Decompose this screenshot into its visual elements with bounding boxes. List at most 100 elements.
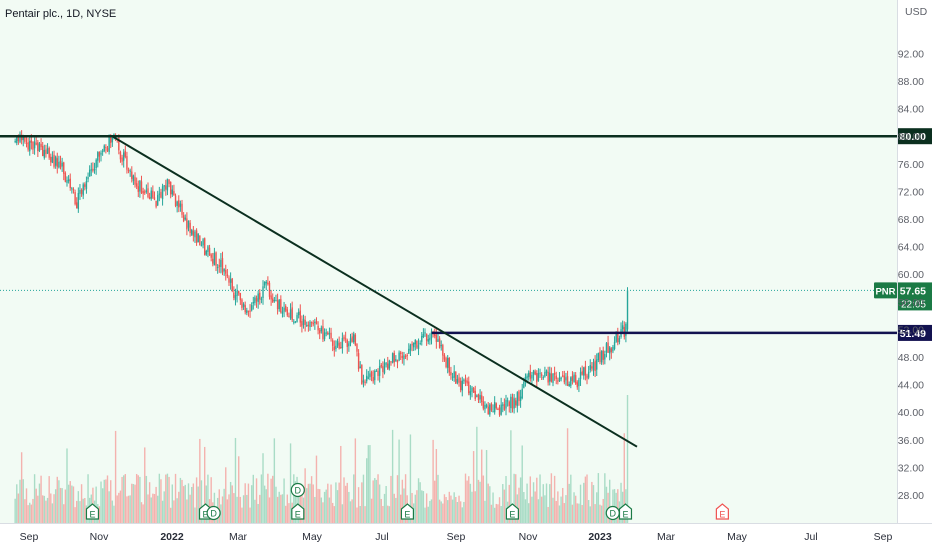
candle-body — [294, 321, 297, 323]
candle-body — [223, 268, 225, 272]
volume-bar — [458, 495, 460, 523]
volume-bar — [526, 483, 528, 523]
candle-body — [500, 404, 502, 415]
time-tick-label: 2022 — [160, 531, 184, 543]
candle-body — [317, 325, 319, 331]
candle-body — [59, 160, 62, 168]
candle-body — [521, 388, 523, 399]
price-axis[interactable]: 92.00 88.00 84.00 80.00 76.00 72.00 68.00 64.00… — [898, 48, 924, 502]
last-price-tag — [898, 282, 932, 311]
candle-body — [557, 380, 559, 382]
volume-bar — [25, 488, 28, 523]
earnings-marker[interactable]: E — [618, 503, 633, 520]
horizontal-levels[interactable]: 80.00 51.49 PNR 57.65 22:05 — [0, 128, 932, 341]
candle-body — [346, 340, 348, 347]
volume-bar — [242, 495, 245, 523]
candle-body — [589, 365, 591, 371]
candle-body — [344, 338, 347, 340]
volume-bar — [583, 482, 585, 523]
volume-bar — [563, 503, 566, 523]
volume-bar — [508, 484, 510, 523]
volume-bar — [150, 497, 152, 523]
volume-bar — [95, 486, 97, 523]
candle-body — [390, 361, 392, 363]
volume-bar — [524, 499, 527, 523]
volume-bar — [545, 483, 548, 523]
candle-body — [29, 141, 31, 152]
trendlines[interactable] — [111, 135, 638, 448]
dividend-marker[interactable]: D — [290, 482, 305, 498]
volume-bar — [584, 476, 587, 523]
volume-bar — [322, 502, 324, 523]
candle-body — [56, 158, 58, 167]
candle-body — [186, 218, 188, 230]
candle-body — [220, 259, 222, 267]
countdown-label: 22:05 — [901, 299, 926, 310]
volume-bar — [365, 458, 368, 523]
candle-body — [549, 372, 551, 382]
candle-body — [485, 404, 488, 407]
volume-bar — [132, 484, 135, 523]
price-tick-label: 72.00 — [898, 186, 924, 198]
candle-body — [71, 188, 73, 190]
candle-body — [524, 376, 527, 382]
candle-body — [531, 374, 533, 379]
candle-body — [270, 295, 272, 300]
volume-bar — [116, 495, 118, 523]
svg-text:D: D — [210, 509, 217, 519]
candle-body — [618, 338, 621, 343]
price-tick-label: 40.00 — [898, 407, 924, 419]
candle-body — [153, 197, 156, 200]
volume-bar — [144, 447, 146, 523]
volume-bar — [468, 476, 470, 523]
volume-bar — [416, 490, 418, 523]
volume-bar — [503, 489, 506, 523]
volume-bar — [43, 495, 46, 523]
event-markers[interactable]: E E D EDE E D E E — [85, 482, 729, 521]
volume-bar — [608, 479, 611, 523]
price-tick-label: 28.00 — [898, 490, 924, 502]
volume-bar — [390, 475, 392, 523]
volume-bar — [63, 504, 65, 523]
volume-bar — [257, 503, 259, 523]
candle-body — [573, 374, 575, 383]
earnings-marker[interactable]: E — [505, 503, 519, 520]
candle-body — [191, 229, 193, 235]
volume-bar — [617, 489, 619, 523]
volume-bar — [438, 499, 441, 523]
volume-bar — [346, 482, 348, 523]
volume-bar — [623, 433, 625, 523]
earnings-marker[interactable]: E — [400, 503, 415, 520]
candle-body — [605, 343, 608, 353]
dividend-marker[interactable]: D — [605, 505, 620, 521]
volume-bar — [61, 488, 63, 523]
candle-body — [246, 310, 248, 314]
candle-body — [27, 142, 29, 150]
volume-bar — [48, 476, 50, 523]
volume-bar — [330, 484, 332, 523]
time-axis[interactable]: Sep Nov 2022 Mar May Jul Sep Nov 2023 Mar May Jul Se… — [20, 531, 893, 543]
candle-body — [119, 151, 122, 160]
price-tick-label: 36.00 — [898, 435, 924, 447]
candle-body — [503, 404, 506, 410]
candle-body — [286, 309, 289, 316]
candle-body — [79, 190, 81, 194]
volume-bar — [246, 494, 248, 523]
earnings-marker[interactable]: E — [85, 503, 100, 520]
candle-body — [542, 377, 544, 379]
candle-body — [596, 359, 598, 370]
volume-bar — [51, 503, 54, 523]
earnings-marker[interactable]: E — [715, 503, 729, 520]
candle-body — [409, 345, 412, 351]
dividend-marker[interactable]: D — [206, 505, 221, 521]
downtrend-line[interactable] — [111, 135, 638, 448]
candle-body — [215, 252, 217, 266]
earnings-marker[interactable]: E — [291, 503, 305, 520]
candle-body — [122, 152, 125, 161]
volume-bar — [20, 452, 23, 523]
time-tick-label: 2023 — [588, 531, 612, 543]
volume-bar — [474, 491, 476, 523]
volume-bar — [500, 506, 502, 523]
